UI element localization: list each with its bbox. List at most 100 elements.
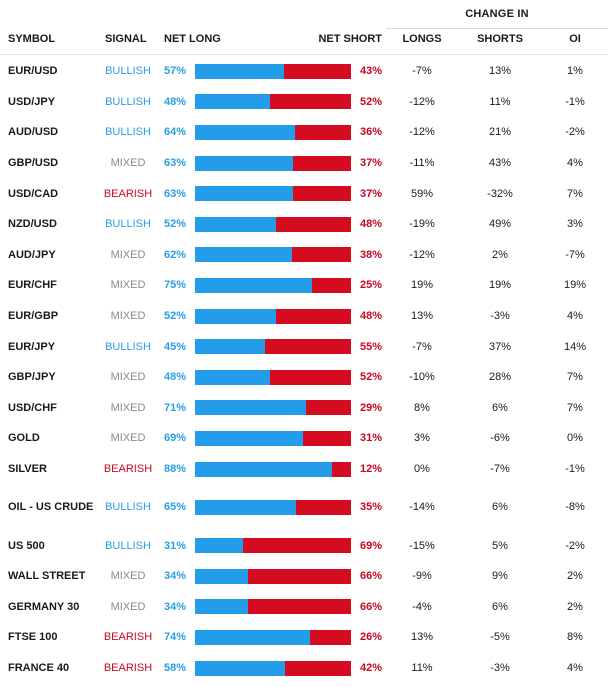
sentiment-bar [195, 599, 351, 615]
net-long-value: 69% [164, 432, 187, 445]
symbol-cell[interactable]: USD/CAD [8, 187, 59, 200]
table-row[interactable]: USD/CAD BEARISH 63% 37% 59% -32% 7% [0, 178, 608, 209]
shorts-change-cell: 28% [488, 371, 512, 384]
signal-cell: MIXED [110, 600, 146, 613]
table-row[interactable]: EUR/GBP MIXED 52% 48% 13% -3% 4% [0, 301, 608, 332]
net-short-bar [310, 629, 351, 645]
symbol-cell[interactable]: USD/CHF [8, 401, 57, 414]
net-long-column-header[interactable]: NET LONG [164, 33, 221, 45]
net-short-value: 37% [359, 157, 382, 170]
net-short-bar [248, 568, 351, 584]
longs-change-cell: -4% [412, 600, 432, 613]
shorts-change-cell: -3% [490, 662, 510, 675]
longs-change-cell: -9% [412, 570, 432, 583]
table-row[interactable]: EUR/CHF MIXED 75% 25% 19% 19% 19% [0, 270, 608, 301]
signal-cell: MIXED [110, 432, 146, 445]
net-long-value: 48% [164, 95, 187, 108]
net-long-bar [195, 308, 277, 324]
table-row[interactable]: SILVER BEARISH 88% 12% 0% -7% -1% [0, 454, 608, 485]
net-long-value: 75% [164, 279, 187, 292]
symbol-cell[interactable]: EUR/JPY [8, 340, 56, 353]
table-row[interactable]: FRANCE 40 BEARISH 58% 42% 11% -3% 4% [0, 653, 608, 684]
table-row[interactable]: GERMANY 30 MIXED 34% 66% -4% 6% 2% [0, 592, 608, 623]
sentiment-bar-cell [195, 301, 351, 332]
net-short-value: 26% [359, 631, 382, 644]
symbol-cell[interactable]: WALL STREET [8, 570, 86, 583]
net-long-bar [195, 499, 297, 515]
table-row[interactable]: AUD/USD BULLISH 64% 36% -12% 21% -2% [0, 117, 608, 148]
net-short-value: 52% [359, 371, 382, 384]
symbol-cell[interactable]: US 500 [8, 539, 45, 552]
table-row[interactable]: GOLD MIXED 69% 31% 3% -6% 0% [0, 423, 608, 454]
shorts-change-cell: 5% [492, 539, 508, 552]
net-short-value: 48% [359, 218, 382, 231]
symbol-cell[interactable]: FTSE 100 [8, 631, 58, 644]
net-long-bar [195, 94, 270, 110]
table-row[interactable]: EUR/USD BULLISH 57% 43% -7% 13% 1% [0, 56, 608, 87]
symbol-cell[interactable]: SILVER [8, 463, 47, 476]
net-short-value: 69% [359, 539, 382, 552]
oi-change-column-header[interactable]: OI [569, 33, 581, 45]
net-short-value: 38% [359, 248, 382, 261]
net-short-bar [276, 308, 351, 324]
table-row[interactable]: EUR/JPY BULLISH 45% 55% -7% 37% 14% [0, 331, 608, 362]
oi-change-cell: 1% [567, 65, 583, 78]
table-row[interactable]: USD/CHF MIXED 71% 29% 8% 6% 7% [0, 393, 608, 424]
signal-column-header[interactable]: SIGNAL [105, 33, 147, 45]
shorts-change-cell: 43% [488, 157, 512, 170]
sentiment-bar [195, 94, 351, 110]
shorts-change-cell: -7% [490, 463, 510, 476]
net-long-value: 52% [164, 218, 187, 231]
net-long-value: 34% [164, 570, 187, 583]
net-short-bar [312, 277, 351, 293]
symbol-cell[interactable]: GOLD [8, 432, 40, 445]
table-row[interactable]: GBP/USD MIXED 63% 37% -11% 43% 4% [0, 148, 608, 179]
signal-cell: BULLISH [105, 539, 151, 552]
net-long-value: 74% [164, 631, 187, 644]
symbol-column-header[interactable]: SYMBOL [8, 33, 56, 45]
signal-cell: BEARISH [103, 463, 153, 476]
shorts-change-cell: 19% [488, 279, 512, 292]
table-row[interactable]: OIL - US CRUDE BULLISH 65% 35% -14% 6% -8% [0, 484, 608, 530]
sentiment-bar [195, 155, 351, 171]
symbol-cell[interactable]: USD/JPY [8, 95, 56, 108]
signal-cell: BULLISH [105, 218, 151, 231]
symbol-cell[interactable]: GBP/JPY [8, 371, 56, 384]
symbol-cell[interactable]: GERMANY 30 [8, 600, 80, 613]
net-short-bar [269, 94, 351, 110]
symbol-cell[interactable]: FRANCE 40 [8, 662, 70, 675]
symbol-cell[interactable]: NZD/USD [8, 218, 57, 231]
table-row[interactable]: WALL STREET MIXED 34% 66% -9% 9% 2% [0, 561, 608, 592]
table-row[interactable]: US 500 BULLISH 31% 69% -15% 5% -2% [0, 530, 608, 561]
table-row[interactable]: FTSE 100 BEARISH 74% 26% 13% -5% 8% [0, 622, 608, 653]
sentiment-bar-cell [195, 270, 351, 301]
symbol-cell[interactable]: AUD/JPY [8, 248, 56, 261]
net-short-column-header[interactable]: NET SHORT [318, 33, 382, 45]
net-short-bar [305, 400, 351, 416]
oi-change-cell: 3% [567, 218, 583, 231]
longs-change-cell: -11% [409, 157, 435, 170]
table-row[interactable]: GBP/JPY MIXED 48% 52% -10% 28% 7% [0, 362, 608, 393]
symbol-cell[interactable]: AUD/USD [8, 126, 59, 139]
symbol-cell[interactable]: EUR/USD [8, 65, 58, 78]
sentiment-bar [195, 124, 351, 140]
symbol-cell[interactable]: EUR/CHF [8, 279, 57, 292]
shorts-change-column-header[interactable]: SHORTS [477, 33, 523, 45]
symbol-cell[interactable]: EUR/GBP [8, 310, 59, 323]
oi-change-cell: -2% [565, 539, 585, 552]
signal-cell: MIXED [110, 279, 146, 292]
net-short-bar [269, 369, 351, 385]
shorts-change-cell: -3% [490, 310, 510, 323]
symbol-cell[interactable]: GBP/USD [8, 157, 59, 170]
table-row[interactable]: USD/JPY BULLISH 48% 52% -12% 11% -1% [0, 87, 608, 118]
sentiment-bar [195, 538, 351, 554]
longs-change-cell: 19% [410, 279, 434, 292]
symbol-cell[interactable]: OIL - US CRUDE [8, 501, 94, 514]
table-row[interactable]: AUD/JPY MIXED 62% 38% -12% 2% -7% [0, 240, 608, 271]
sentiment-bar [195, 629, 351, 645]
net-short-value: 48% [359, 310, 382, 323]
sentiment-bar [195, 216, 351, 232]
oi-change-cell: 0% [567, 432, 583, 445]
table-row[interactable]: NZD/USD BULLISH 52% 48% -19% 49% 3% [0, 209, 608, 240]
longs-change-column-header[interactable]: LONGS [402, 33, 442, 45]
